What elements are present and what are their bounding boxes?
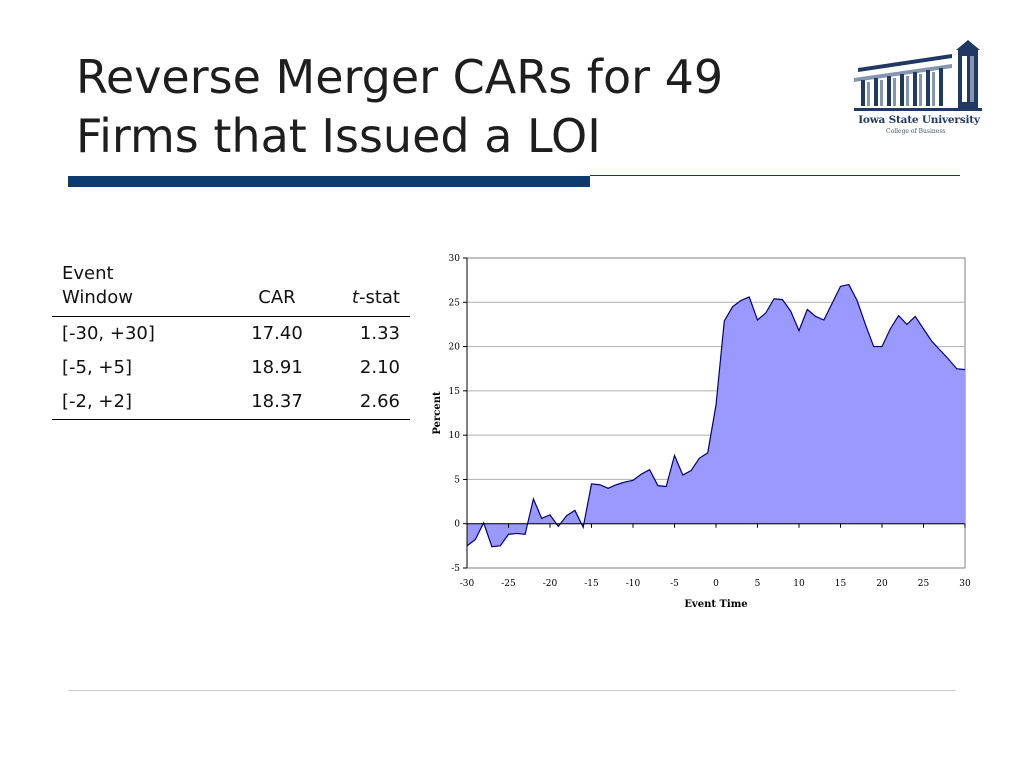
header-tstat-rest: -stat — [358, 287, 400, 308]
header-car: CAR — [222, 262, 332, 317]
header-event-window-line2: Window — [62, 287, 133, 308]
car-table: Event Window CAR t-stat [-30, +30] 17.40… — [52, 262, 410, 420]
table-row: [-30, +30] 17.40 1.33 — [52, 317, 410, 352]
y-tick-label: 25 — [449, 298, 461, 308]
y-tick-label: 10 — [449, 431, 461, 441]
x-tick-label: -15 — [584, 579, 599, 589]
cell-car: 18.37 — [222, 385, 332, 420]
cell-car: 17.40 — [251, 323, 303, 344]
logo-wordmark: Iowa State University — [858, 114, 980, 126]
header-event-window-line1: Event — [62, 263, 114, 284]
x-tick-label: 10 — [793, 579, 805, 589]
cell-window: [-5, +5] — [62, 357, 132, 378]
title-rule-thick — [68, 176, 590, 187]
cell-tstat: 1.33 — [359, 323, 400, 344]
y-axis-label: Percent — [432, 391, 443, 435]
x-tick-label: 0 — [713, 579, 719, 589]
cell-car: 18.91 — [251, 357, 303, 378]
title-rule-thin — [590, 175, 960, 176]
x-axis-label: Event Time — [684, 599, 747, 610]
university-logo: Iowa State University College of Busines… — [852, 38, 986, 140]
slide-title-line2: Firms that Issued a LOI — [76, 109, 601, 163]
logo-subtitle: College of Business — [886, 128, 946, 135]
y-tick-label: 5 — [454, 475, 460, 485]
table-row: [-5, +5] 18.91 2.10 — [52, 351, 410, 385]
header-tstat-italic: t — [351, 287, 359, 308]
cell-tstat: 2.66 — [332, 385, 410, 420]
x-tick-label: 30 — [959, 579, 971, 589]
y-tick-label: 0 — [454, 520, 460, 530]
car-area-chart: -5 0 5 10 15 20 25 30 -30 -25 -20 -15 -10 -5 0 5 10 15 20 2… — [432, 254, 971, 610]
x-tick-label: -25 — [501, 579, 516, 589]
y-tick-label: -5 — [451, 564, 460, 574]
cell-window: [-2, +2] — [52, 385, 222, 420]
x-tick-label: -30 — [460, 579, 475, 589]
footer-rule — [68, 690, 956, 691]
x-tick-label: 5 — [755, 579, 761, 589]
header-tstat: t-stat — [332, 262, 410, 317]
x-tick-label: -10 — [626, 579, 641, 589]
car-area-fill — [467, 284, 965, 547]
slide-title-line1: Reverse Merger CARs for 49 — [76, 50, 724, 104]
table-header-row: Event Window CAR t-stat — [52, 262, 410, 317]
x-tick-label: 15 — [835, 579, 847, 589]
x-tick-label: 25 — [918, 579, 930, 589]
x-tick-label: -20 — [543, 579, 558, 589]
cell-tstat: 2.10 — [359, 357, 400, 378]
x-tick-label: 20 — [876, 579, 888, 589]
campanile-building-icon — [854, 40, 982, 111]
y-tick-label: 20 — [449, 343, 461, 353]
header-event-window: Event Window — [52, 262, 222, 317]
table-row: [-2, +2] 18.37 2.66 — [52, 385, 410, 420]
y-tick-label: 15 — [449, 387, 461, 397]
x-tick-label: -5 — [670, 579, 679, 589]
cell-window: [-30, +30] — [62, 323, 155, 344]
car-series-line — [466, 283, 966, 548]
slide-title: Reverse Merger CARs for 49 Firms that Is… — [76, 48, 836, 166]
y-tick-label: 30 — [449, 254, 461, 264]
